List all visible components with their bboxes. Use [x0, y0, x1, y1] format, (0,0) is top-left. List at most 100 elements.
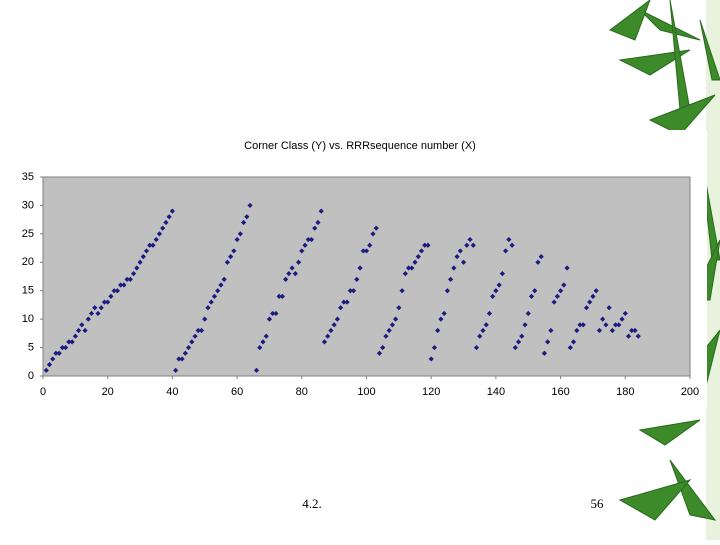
- data-point: [441, 310, 447, 317]
- data-point: [486, 310, 493, 317]
- y-tick-label: 5: [28, 341, 34, 353]
- data-point: [276, 293, 282, 299]
- data-point: [470, 242, 476, 248]
- x-tick-label: 20: [102, 386, 114, 398]
- data-point: [409, 265, 415, 271]
- data-point: [95, 310, 101, 317]
- y-tick-label: 30: [22, 199, 34, 211]
- data-point: [118, 282, 124, 288]
- data-point: [393, 316, 399, 322]
- data-point: [438, 316, 444, 322]
- data-point: [150, 242, 156, 248]
- data-point: [305, 236, 311, 243]
- data-point: [299, 248, 305, 254]
- x-tick-label: 100: [357, 386, 375, 398]
- data-point: [616, 322, 622, 328]
- data-point: [405, 265, 412, 271]
- data-point: [341, 299, 347, 305]
- y-tick-label: 10: [22, 313, 34, 325]
- y-tick-label: 0: [28, 370, 34, 382]
- data-point: [92, 305, 98, 311]
- data-point: [56, 350, 62, 356]
- data-point: [312, 225, 318, 231]
- x-tick-label: 40: [166, 386, 178, 398]
- data-point: [600, 316, 606, 322]
- data-point: [130, 271, 137, 277]
- data-point: [593, 288, 599, 294]
- chart-title: Corner Class (Y) vs. RRRsequence number …: [244, 140, 476, 152]
- x-tick-label: 160: [551, 386, 569, 398]
- data-point: [198, 327, 205, 334]
- data-point: [263, 333, 269, 339]
- data-point: [590, 293, 596, 299]
- data-point: [551, 299, 557, 305]
- data-point: [69, 339, 75, 345]
- x-tick-label: 200: [681, 386, 699, 398]
- data-point: [205, 305, 211, 311]
- data-point: [134, 265, 140, 271]
- data-point: [357, 265, 363, 271]
- data-point: [629, 327, 635, 334]
- data-point: [396, 305, 402, 311]
- data-point: [244, 214, 250, 220]
- data-point: [153, 236, 159, 243]
- data-point: [422, 242, 428, 248]
- data-point: [283, 276, 289, 282]
- data-point: [166, 214, 172, 220]
- footer: 4.2.: [302, 496, 322, 511]
- data-point: [315, 219, 321, 226]
- data-point: [431, 344, 438, 351]
- data-point: [373, 225, 379, 231]
- y-tick-label: 35: [22, 171, 34, 183]
- data-point: [545, 339, 551, 345]
- x-tick-label: 140: [487, 386, 505, 398]
- data-point: [460, 259, 467, 265]
- data-point: [98, 305, 104, 311]
- data-point: [587, 299, 593, 305]
- data-point: [609, 327, 615, 334]
- data-point: [493, 288, 499, 294]
- data-point: [473, 344, 480, 351]
- data-point: [376, 350, 383, 356]
- data-point: [506, 236, 512, 243]
- data-point: [596, 327, 603, 334]
- data-point: [612, 322, 619, 328]
- data-point: [402, 271, 408, 277]
- data-point: [53, 350, 59, 356]
- data-point: [46, 362, 53, 368]
- data-point: [72, 333, 78, 339]
- data-point: [147, 242, 153, 248]
- data-point: [548, 327, 554, 334]
- data-point: [318, 208, 324, 214]
- data-point: [66, 339, 72, 345]
- data-point: [124, 276, 130, 282]
- data-point: [558, 288, 564, 294]
- data-point: [532, 288, 538, 294]
- data-point: [380, 344, 386, 351]
- data-point: [360, 248, 366, 254]
- data-point: [101, 299, 108, 305]
- data-point: [554, 293, 560, 299]
- data-point: [260, 339, 266, 345]
- data-point: [88, 310, 95, 317]
- data-point: [85, 316, 91, 322]
- data-point: [208, 299, 214, 305]
- data-point: [490, 293, 496, 299]
- data-point: [328, 327, 334, 334]
- data-point: [363, 248, 370, 254]
- data-point: [121, 282, 127, 288]
- data-point: [221, 276, 227, 282]
- y-tick-label: 25: [22, 228, 34, 240]
- data-point: [176, 356, 182, 362]
- data-point: [632, 327, 638, 334]
- data-point: [321, 339, 328, 345]
- data-point: [79, 322, 85, 328]
- data-point: [105, 299, 111, 305]
- data-point: [347, 288, 353, 294]
- data-point: [75, 327, 82, 334]
- data-point: [114, 288, 121, 294]
- data-point: [266, 316, 273, 322]
- data-point: [143, 248, 150, 254]
